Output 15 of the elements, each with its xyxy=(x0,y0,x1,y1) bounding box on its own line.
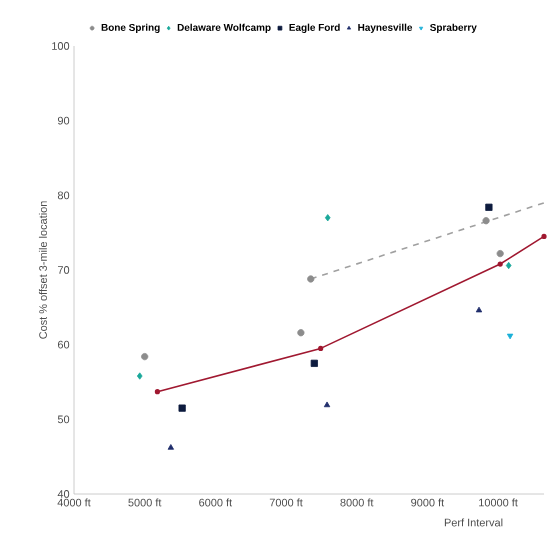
point xyxy=(496,249,504,258)
point xyxy=(505,261,512,270)
point xyxy=(297,329,305,337)
point xyxy=(323,401,331,408)
point xyxy=(506,333,514,340)
point xyxy=(307,275,315,283)
point xyxy=(141,353,149,361)
point xyxy=(310,359,318,367)
point xyxy=(324,214,331,222)
point xyxy=(167,444,174,450)
point xyxy=(178,404,186,412)
point xyxy=(475,306,483,313)
point xyxy=(136,372,143,380)
point xyxy=(485,203,493,211)
point xyxy=(482,217,490,225)
